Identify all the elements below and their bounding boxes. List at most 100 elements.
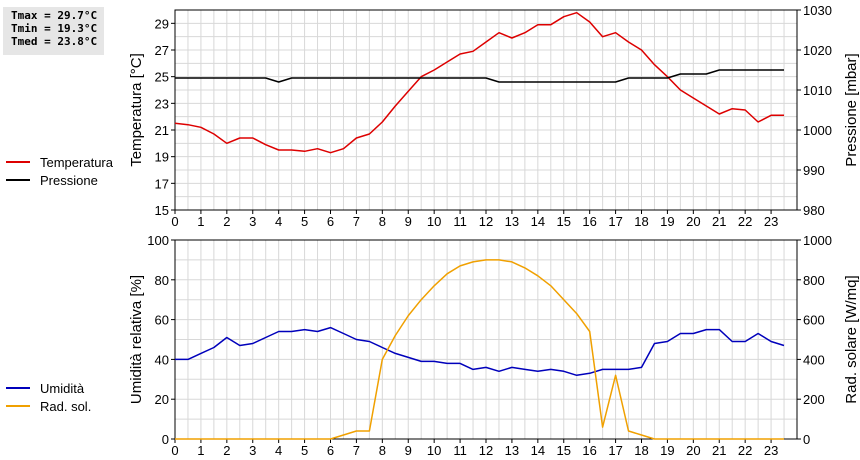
legend-item-rad-sol: Rad. sol. (6, 397, 91, 415)
humidity-radiation-y2label: Rad. solare [W/mq] (843, 275, 860, 403)
temp-pressure-xtick-label: 23 (764, 214, 778, 229)
humidity-radiation-xtick-label: 19 (660, 443, 674, 458)
humidity-radiation-ytick-label: 20 (155, 392, 169, 407)
humidity-radiation-y2tick-label: 800 (803, 273, 825, 288)
temp-pressure-xtick-label: 6 (327, 214, 334, 229)
humidity-radiation-xtick-label: 7 (353, 443, 360, 458)
temp-pressure-xtick-label: 22 (738, 214, 752, 229)
temp-pressure-xtick-label: 9 (405, 214, 412, 229)
humidity-radiation-xtick-label: 4 (275, 443, 282, 458)
temp-pressure-y2tick-label: 1010 (803, 83, 832, 98)
legend-swatch-umidita (6, 387, 30, 389)
temp-pressure-xtick-label: 1 (197, 214, 204, 229)
temp-pressure-xtick-label: 11 (453, 214, 467, 229)
series-line-temperatura (174, 11, 784, 154)
temp-pressure-y2tick-label: 1000 (803, 123, 832, 138)
series-line-rad-sol (175, 259, 784, 440)
humidity-radiation-xtick-label: 20 (686, 443, 700, 458)
humidity-radiation-y2tick-label: 0 (803, 432, 810, 447)
humidity-radiation-ytick-label: 60 (155, 313, 169, 328)
legend-item-temperatura: Temperatura (6, 153, 113, 171)
humidity-radiation-xtick-label: 10 (427, 443, 441, 458)
humidity-radiation-xtick-label: 21 (712, 443, 726, 458)
temp-pressure-ytick-label: 29 (155, 16, 169, 31)
humidity-radiation-xtick-label: 2 (223, 443, 230, 458)
legend-top: Temperatura Pressione (6, 153, 113, 189)
temp-pressure-ytick-label: 19 (155, 150, 169, 165)
humidity-radiation-ytick-label: 100 (147, 233, 169, 248)
temp-pressure-xtick-label: 20 (686, 214, 700, 229)
temp-pressure-y2tick-label: 980 (803, 203, 825, 218)
temp-pressure-y2tick-label: 1020 (803, 43, 832, 58)
humidity-radiation-xtick-label: 22 (738, 443, 752, 458)
legend-swatch-pressione (6, 179, 30, 181)
legend-item-umidita: Umidità (6, 379, 91, 397)
stats-box: Tmax = 29.7°C Tmin = 19.3°C Tmed = 23.8°… (3, 7, 104, 55)
legend-label-rad-sol: Rad. sol. (40, 398, 92, 414)
humidity-radiation-ylabel: Umidità relativa [%] (128, 275, 145, 404)
legend-label-pressione: Pressione (40, 172, 98, 188)
temp-pressure-ytick-label: 23 (155, 96, 169, 111)
humidity-radiation-ytick-label: 0 (162, 432, 169, 447)
temp-pressure-xtick-label: 3 (249, 214, 256, 229)
temp-pressure-xtick-label: 2 (223, 214, 230, 229)
temp-pressure-xtick-label: 5 (301, 214, 308, 229)
legend-bottom: Umidità Rad. sol. (6, 379, 91, 415)
temp-pressure-xtick-label: 17 (608, 214, 622, 229)
temp-pressure-ylabel: Temperatura [°C] (128, 53, 145, 167)
humidity-radiation-ytick-label: 80 (155, 273, 169, 288)
legend-label-temperatura: Temperatura (40, 154, 113, 170)
humidity-radiation-xtick-label: 1 (197, 443, 204, 458)
temp-pressure-xtick-label: 16 (582, 214, 596, 229)
temp-pressure-xtick-label: 18 (634, 214, 648, 229)
temp-pressure-xtick-label: 13 (505, 214, 519, 229)
humidity-radiation-xtick-label: 3 (249, 443, 256, 458)
humidity-radiation-xtick-label: 15 (557, 443, 571, 458)
series-line-pressione (175, 69, 784, 83)
legend-label-umidita: Umidità (40, 380, 85, 396)
humidity-radiation-ytick-label: 40 (155, 352, 169, 367)
humidity-radiation-xtick-label: 16 (582, 443, 596, 458)
humidity-radiation-xtick-label: 9 (405, 443, 412, 458)
humidity-radiation-xtick-label: 23 (764, 443, 778, 458)
temp-pressure-xtick-label: 10 (427, 214, 441, 229)
temp-pressure-xtick-label: 19 (660, 214, 674, 229)
temp-pressure-ytick-label: 21 (155, 123, 169, 138)
humidity-radiation-xtick-label: 6 (327, 443, 334, 458)
tmin-label: Tmin = 19.3°C (11, 22, 98, 35)
temp-pressure-y2tick-label: 990 (803, 163, 825, 178)
humidity-radiation-xtick-label: 18 (634, 443, 648, 458)
tmax-label: Tmax = 29.7°C (11, 9, 98, 22)
legend-item-pressione: Pressione (6, 171, 113, 189)
temp-pressure-xtick-label: 21 (712, 214, 726, 229)
legend-swatch-rad-sol (6, 405, 30, 407)
temp-pressure-ytick-label: 17 (155, 176, 169, 191)
humidity-radiation-xtick-label: 5 (301, 443, 308, 458)
humidity-radiation-xtick-label: 13 (505, 443, 519, 458)
temp-pressure-y2label: Pressione [mbar] (843, 53, 860, 166)
humidity-radiation-y2tick-label: 200 (803, 392, 825, 407)
humidity-radiation-xtick-label: 17 (608, 443, 622, 458)
humidity-radiation-xtick-label: 11 (453, 443, 467, 458)
temp-pressure-xtick-label: 8 (379, 214, 386, 229)
temp-pressure-xtick-label: 4 (275, 214, 282, 229)
humidity-radiation-xtick-label: 12 (479, 443, 493, 458)
temp-pressure-xtick-label: 14 (531, 214, 545, 229)
humidity-radiation-xtick-label: 14 (531, 443, 545, 458)
temp-pressure-y2tick-label: 1030 (803, 3, 832, 18)
tmed-label: Tmed = 23.8°C (11, 35, 98, 48)
series-line-umidit (175, 326, 785, 377)
temp-pressure-xtick-label: 0 (171, 214, 178, 229)
humidity-radiation-y2tick-label: 1000 (803, 233, 832, 248)
temp-pressure-xtick-label: 7 (353, 214, 360, 229)
humidity-radiation-y2tick-label: 400 (803, 352, 825, 367)
temp-pressure-ytick-label: 15 (155, 203, 169, 218)
temp-pressure-ytick-label: 27 (155, 43, 169, 58)
humidity-radiation-y2tick-label: 600 (803, 313, 825, 328)
humidity-radiation-xtick-label: 0 (171, 443, 178, 458)
humidity-radiation-xtick-label: 8 (379, 443, 386, 458)
temp-pressure-xtick-label: 12 (479, 214, 493, 229)
temp-pressure-ytick-label: 25 (155, 70, 169, 85)
temp-pressure-xtick-label: 15 (557, 214, 571, 229)
